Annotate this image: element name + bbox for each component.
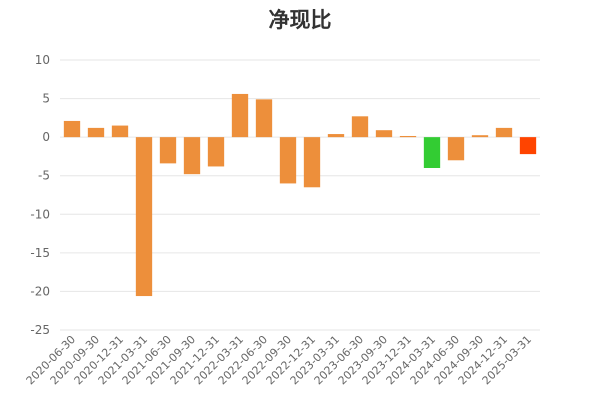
grid-lines xyxy=(60,59,540,331)
bar-2022-09-30 xyxy=(279,137,297,184)
y-tick-label: 10 xyxy=(35,53,50,67)
y-tick-label: -25 xyxy=(30,323,50,337)
bar-2022-06-30 xyxy=(255,99,273,138)
bar-2023-03-31 xyxy=(327,134,345,138)
bar-2020-06-30 xyxy=(63,120,81,138)
y-tick-label: -10 xyxy=(30,207,50,221)
bar-2024-09-30 xyxy=(471,135,489,138)
y-tick-label: 5 xyxy=(42,92,50,106)
bar-2021-06-30 xyxy=(159,137,177,164)
bar-2023-06-30 xyxy=(351,116,369,138)
bar-2022-12-31 xyxy=(303,137,321,188)
y-tick-label: -20 xyxy=(30,284,50,298)
bar-2023-12-31 xyxy=(399,135,417,138)
bar-2024-06-30 xyxy=(447,137,465,161)
bars xyxy=(63,93,537,297)
bar-2021-09-30 xyxy=(183,137,201,175)
y-tick-label: -15 xyxy=(30,246,50,260)
bar-2020-09-30 xyxy=(87,127,105,138)
y-tick-label: 0 xyxy=(42,130,50,144)
bar-2022-03-31 xyxy=(231,93,249,138)
bar-2024-03-31 xyxy=(423,137,441,168)
bar-2020-12-31 xyxy=(111,125,129,138)
bar-2025-03-31 xyxy=(519,137,537,155)
y-axis-ticks: 10 5 0 -5 -10 -15 -20 -25 xyxy=(30,53,50,337)
bar-2021-03-31 xyxy=(135,137,153,297)
y-tick-label: -5 xyxy=(38,169,50,183)
bar-2024-12-31 xyxy=(495,127,513,138)
bar-2021-12-31 xyxy=(207,137,225,167)
x-axis-ticks: 2020-06-302020-09-302020-12-312021-03-31… xyxy=(24,333,534,387)
chart-title: 净现比 xyxy=(268,8,332,32)
bar-2023-09-30 xyxy=(375,130,393,138)
